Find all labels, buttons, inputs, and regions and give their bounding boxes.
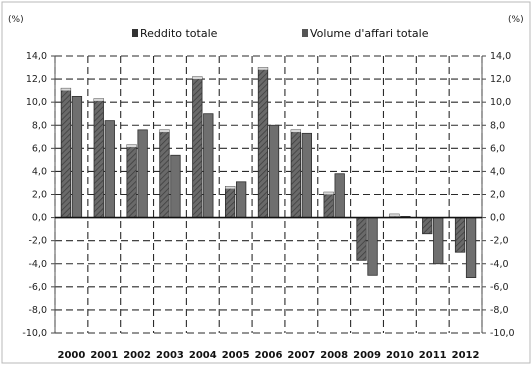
bar-top-highlight (94, 98, 104, 101)
y-tick-label-right: -2,0 (490, 236, 509, 247)
bar-top-highlight (323, 192, 334, 195)
y-tick-label-right: 6,0 (490, 143, 505, 154)
y-tick-label-left: 14,0 (26, 51, 47, 62)
bar-reddito-totale (323, 191, 334, 218)
bar-top-highlight (258, 67, 268, 70)
bar-top-highlight (225, 186, 235, 189)
bars (55, 67, 482, 278)
y-tick-label-right: -6,0 (490, 282, 509, 293)
bar-volume-affari (203, 113, 214, 218)
y-tick-label-right: -4,0 (490, 259, 509, 270)
legend-label-volume: Volume d'affari totale (310, 27, 429, 40)
y-tick-label-right: -10,0 (490, 328, 515, 339)
bar-top-highlight (61, 88, 71, 91)
bar-reddito-totale (159, 129, 170, 218)
y-tick-label-left: -10,0 (22, 328, 47, 339)
legend-swatch-volume (302, 29, 308, 37)
y-tick-label-right: 10,0 (490, 97, 511, 108)
y-axis-left-unit: (%) (8, 15, 24, 25)
bar-reddito-totale (60, 87, 72, 218)
bar-volume-affari (268, 124, 280, 218)
x-tick-label: 2010 (386, 350, 414, 361)
bar-reddito-totale (356, 217, 367, 261)
y-tick-label-left: -6,0 (28, 282, 47, 293)
y-tick-label-left: 6,0 (32, 143, 47, 154)
y-tick-label-right: 4,0 (490, 166, 505, 177)
bar-reddito-totale (126, 144, 137, 218)
y-tick-label-right: 14,0 (490, 51, 511, 62)
x-tick-label: 2007 (287, 350, 315, 361)
bar-reddito-totale (225, 186, 236, 218)
x-tick-label: 2004 (189, 350, 217, 361)
legend: Reddito totale Volume d'affari totale (132, 27, 429, 40)
y-axis-right-unit: (%) (508, 15, 524, 25)
axes (51, 55, 486, 334)
x-tick-label: 2012 (452, 350, 480, 361)
bar-reddito-totale (192, 76, 203, 218)
x-tick-label: 2008 (320, 350, 348, 361)
bar-top-highlight (126, 144, 137, 148)
x-tick-label: 2011 (419, 350, 447, 361)
y-tick-label-left: -2,0 (28, 236, 47, 247)
bar-reddito-totale (93, 98, 104, 218)
x-tick-label: 2001 (90, 350, 118, 361)
bar-top-highlight (291, 129, 301, 133)
bar-top-highlight (159, 129, 170, 133)
bar-volume-affari (367, 217, 378, 276)
bar-reddito-totale (257, 67, 269, 218)
bar-top-highlight (389, 214, 400, 217)
y-tick-label-right: 12,0 (490, 74, 511, 85)
bar-top-highlight (192, 76, 203, 79)
y-tick-label-right: -8,0 (490, 305, 509, 316)
y-tick-label-left: 0,0 (32, 213, 47, 224)
y-tick-label-right: 0,0 (490, 213, 505, 224)
legend-swatch-reddito (132, 29, 138, 37)
bar-volume-affari (137, 129, 148, 218)
bar-reddito-totale (422, 217, 433, 235)
bar-volume-affari (433, 217, 444, 265)
y-tick-label-left: -4,0 (28, 259, 47, 270)
x-tick-label: 2009 (353, 350, 381, 361)
y-tick-label-left: 2,0 (32, 190, 47, 201)
y-tick-label-right: 8,0 (490, 120, 505, 131)
bar-reddito-totale (454, 217, 466, 253)
x-tick-label: 2005 (222, 350, 250, 361)
bar-volume-affari (334, 173, 345, 218)
bar-volume-affari (170, 154, 181, 218)
y-tick-label-right: 2,0 (490, 190, 505, 201)
legend-label-reddito: Reddito totale (140, 27, 218, 40)
x-tick-label: 2003 (156, 350, 184, 361)
y-tick-label-left: 12,0 (26, 74, 47, 85)
bar-volume-affari (465, 217, 477, 278)
bar-reddito-totale (290, 129, 301, 218)
y-tick-label-left: 4,0 (32, 166, 47, 177)
y-tick-label-left: 10,0 (26, 97, 47, 108)
y-tick-label-left: 8,0 (32, 120, 47, 131)
x-tick-label: 2006 (255, 350, 283, 361)
bar-volume-affari (236, 181, 247, 218)
x-tick-label: 2000 (58, 350, 86, 361)
bar-volume-affari (71, 95, 83, 218)
bar-volume-affari (301, 132, 312, 218)
tick-labels: -10,0 -10,0 -8,0 -8,0 -6,0 -6,0 -4,0 -4,0 -2,0 -2… (22, 51, 514, 361)
x-tick-label: 2002 (123, 350, 151, 361)
gridlines (54, 55, 483, 334)
bar-volume-affari (104, 120, 115, 218)
y-tick-label-left: -8,0 (28, 305, 47, 316)
